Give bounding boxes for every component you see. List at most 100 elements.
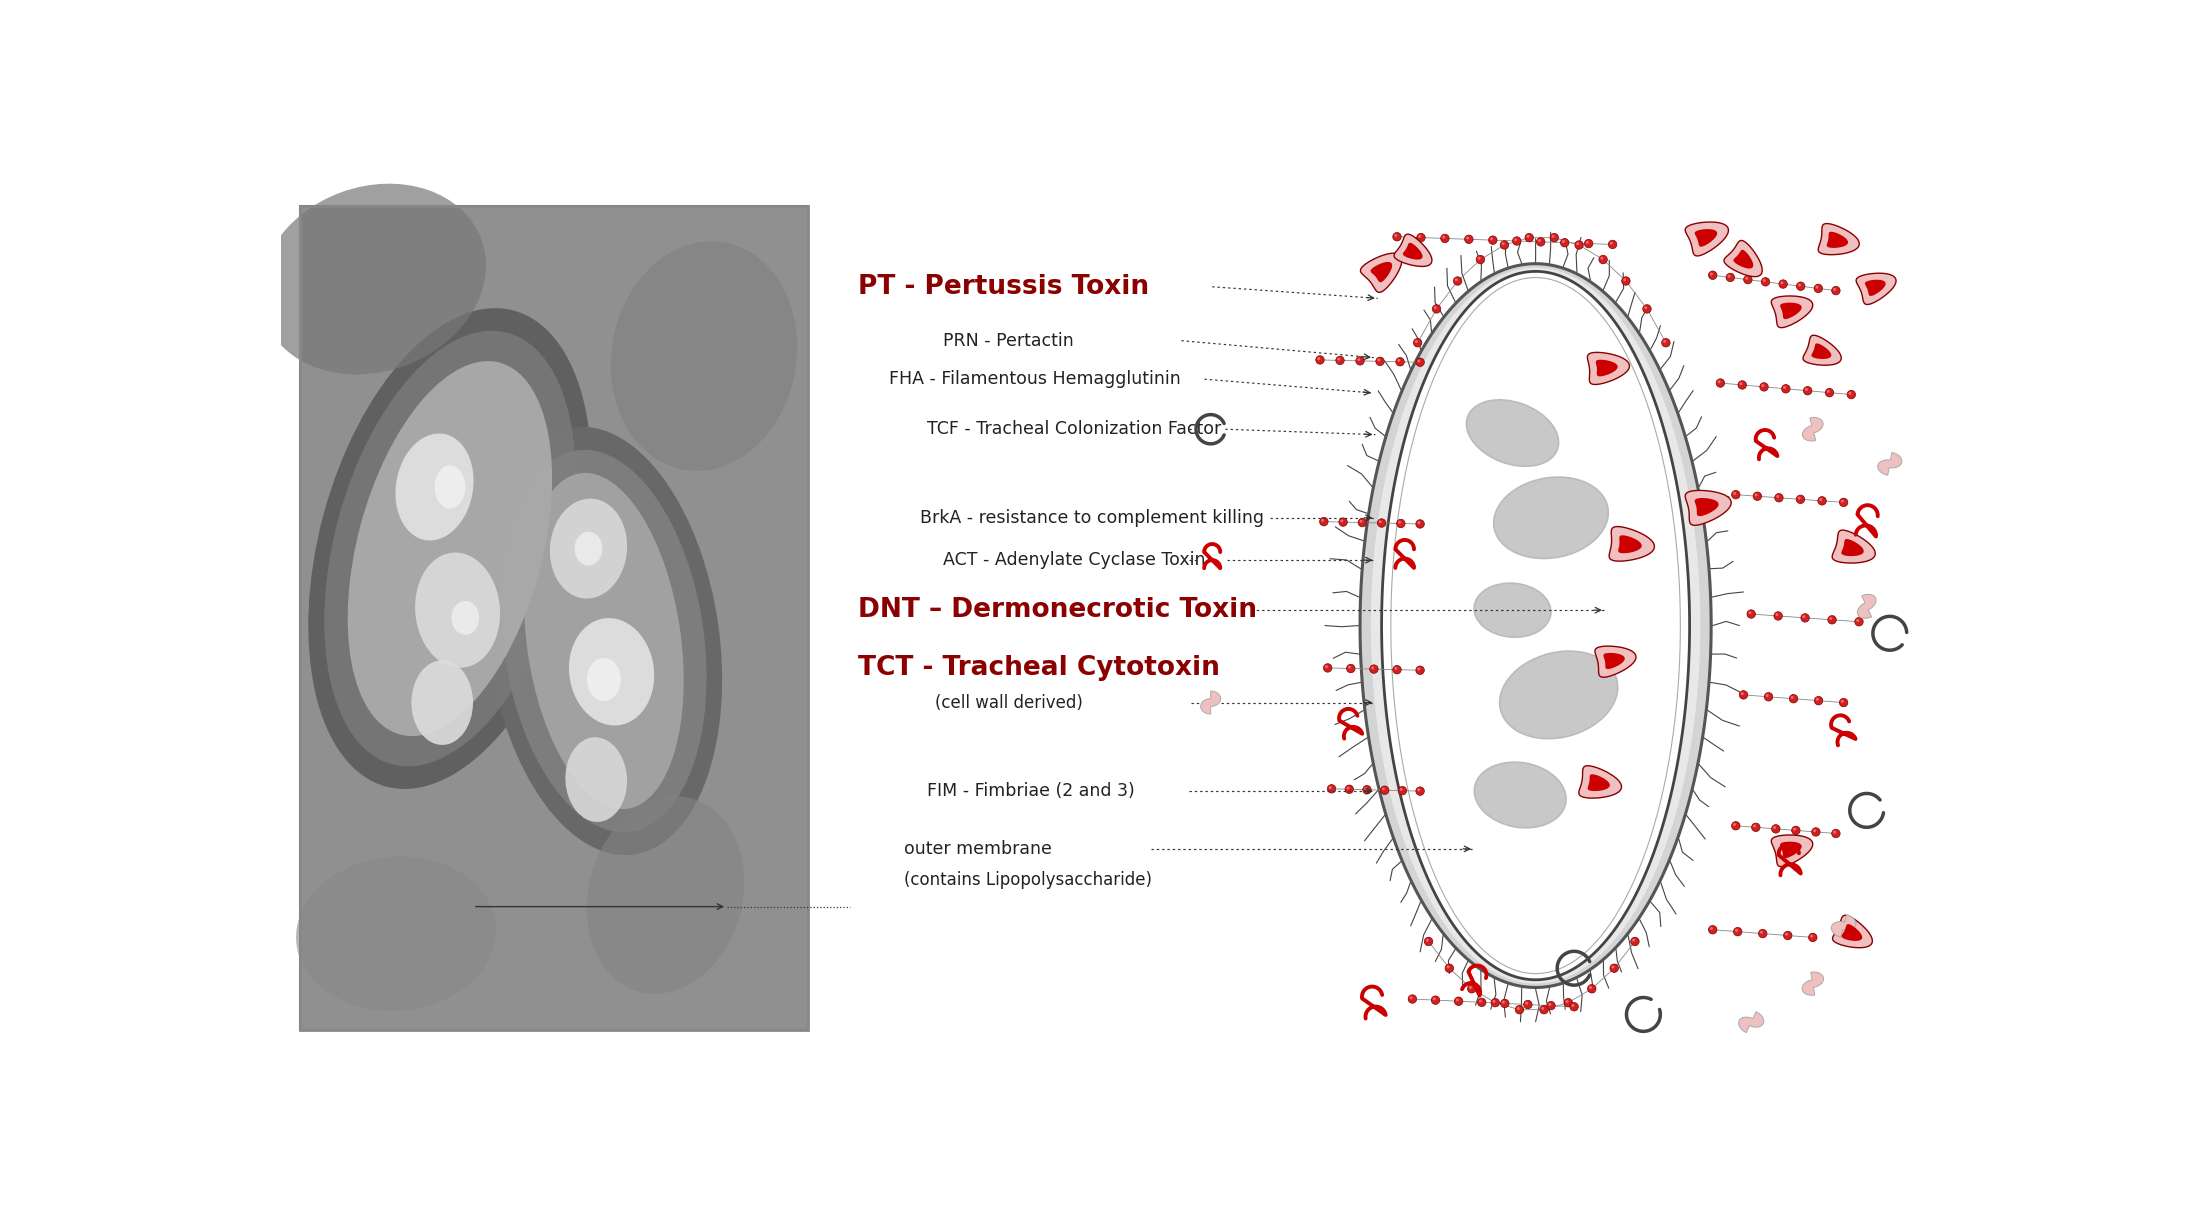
Circle shape (1320, 517, 1329, 525)
Polygon shape (1201, 690, 1221, 714)
Circle shape (1503, 1001, 1505, 1003)
Circle shape (1564, 998, 1573, 1007)
Circle shape (1661, 338, 1670, 347)
Circle shape (1780, 281, 1784, 285)
Circle shape (1608, 241, 1617, 248)
Circle shape (1709, 271, 1716, 280)
Circle shape (1709, 925, 1716, 934)
Ellipse shape (297, 857, 495, 1011)
Circle shape (1525, 233, 1533, 242)
Circle shape (1727, 274, 1734, 281)
Circle shape (1751, 824, 1760, 831)
Circle shape (1571, 1002, 1577, 1011)
Polygon shape (1694, 499, 1718, 516)
Circle shape (1349, 666, 1351, 668)
Circle shape (1500, 241, 1509, 249)
Ellipse shape (612, 241, 796, 470)
Polygon shape (1802, 971, 1824, 995)
Ellipse shape (416, 552, 499, 668)
Circle shape (1327, 785, 1335, 793)
Polygon shape (1404, 243, 1423, 259)
Circle shape (1663, 340, 1665, 343)
Circle shape (1417, 787, 1423, 796)
Circle shape (1434, 307, 1437, 309)
Circle shape (1397, 359, 1399, 362)
Circle shape (1492, 1000, 1496, 1003)
Circle shape (1412, 338, 1421, 347)
Ellipse shape (1467, 400, 1558, 467)
Circle shape (1514, 238, 1518, 241)
Circle shape (1811, 827, 1819, 836)
Polygon shape (1685, 490, 1731, 525)
Circle shape (1492, 998, 1500, 1007)
Circle shape (1536, 237, 1544, 246)
Circle shape (1848, 390, 1855, 398)
Circle shape (1465, 235, 1474, 243)
Polygon shape (1371, 262, 1393, 282)
Circle shape (1808, 934, 1817, 942)
Circle shape (1586, 241, 1588, 243)
Circle shape (1773, 612, 1782, 621)
Circle shape (1417, 233, 1426, 242)
Circle shape (1575, 241, 1584, 249)
Circle shape (1826, 390, 1830, 392)
Circle shape (1478, 1000, 1483, 1002)
Ellipse shape (1500, 651, 1617, 738)
Circle shape (1514, 237, 1520, 246)
Circle shape (1562, 240, 1564, 243)
Circle shape (1734, 492, 1736, 495)
Circle shape (1399, 788, 1404, 791)
Circle shape (1560, 238, 1569, 247)
Text: (contains Lipopolysaccharide): (contains Lipopolysaccharide) (904, 871, 1153, 888)
Text: FHA - Filamentous Hemagglutinin: FHA - Filamentous Hemagglutinin (889, 370, 1181, 389)
Circle shape (1432, 997, 1437, 1001)
Text: PT - Pertussis Toxin: PT - Pertussis Toxin (858, 274, 1148, 299)
Circle shape (1740, 382, 1742, 385)
Circle shape (1417, 519, 1423, 528)
Circle shape (1417, 788, 1421, 792)
Circle shape (1764, 693, 1773, 701)
Circle shape (1478, 998, 1485, 1007)
Circle shape (1833, 831, 1837, 833)
Circle shape (1841, 500, 1844, 502)
Circle shape (1718, 380, 1720, 384)
Polygon shape (1811, 343, 1830, 359)
Circle shape (1399, 787, 1406, 794)
Circle shape (1709, 273, 1714, 275)
Circle shape (1525, 1002, 1529, 1004)
Circle shape (1833, 288, 1837, 291)
Circle shape (1775, 495, 1780, 499)
Circle shape (1782, 386, 1786, 389)
Circle shape (1610, 964, 1619, 973)
Circle shape (1740, 692, 1745, 695)
Circle shape (1819, 499, 1822, 501)
Circle shape (1379, 786, 1388, 794)
Circle shape (1527, 235, 1529, 238)
Circle shape (1610, 242, 1613, 244)
Circle shape (1324, 664, 1331, 672)
Text: TCF - Tracheal Colonization Factor: TCF - Tracheal Colonization Factor (928, 420, 1221, 439)
Circle shape (1716, 379, 1725, 387)
Circle shape (1538, 240, 1540, 242)
Circle shape (1397, 519, 1406, 528)
Circle shape (1841, 700, 1844, 703)
Circle shape (1813, 830, 1815, 832)
Polygon shape (1382, 271, 1690, 980)
Polygon shape (1841, 539, 1863, 556)
Circle shape (1848, 392, 1852, 395)
Polygon shape (1866, 280, 1885, 296)
Circle shape (1454, 997, 1463, 1006)
Circle shape (1360, 519, 1362, 523)
Circle shape (1375, 357, 1384, 365)
Circle shape (1470, 986, 1472, 989)
Circle shape (1839, 698, 1848, 706)
Circle shape (1335, 356, 1344, 364)
Circle shape (1762, 277, 1769, 286)
Circle shape (1426, 938, 1428, 942)
Circle shape (1364, 787, 1366, 789)
Circle shape (1643, 304, 1652, 313)
Circle shape (1784, 931, 1793, 940)
Bar (299, 207, 807, 1030)
Circle shape (1540, 1006, 1549, 1014)
Circle shape (1417, 358, 1423, 367)
